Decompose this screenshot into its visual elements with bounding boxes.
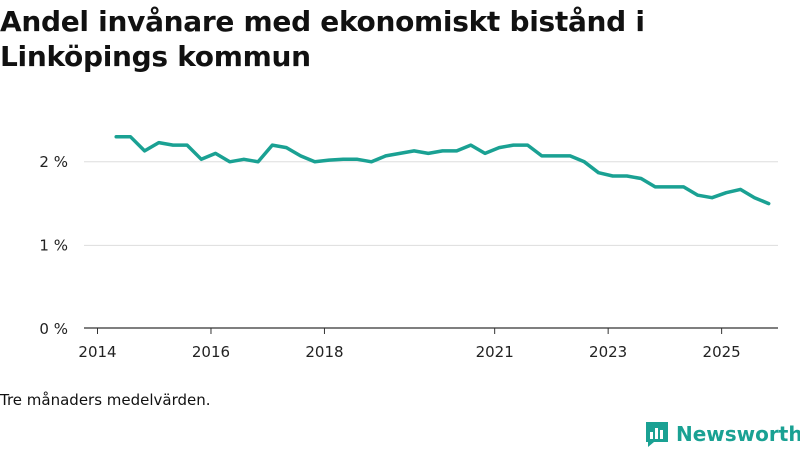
- data-point: [299, 154, 302, 158]
- data-point: [356, 158, 359, 161]
- data-point: [143, 149, 146, 153]
- data-point: [724, 191, 728, 194]
- y-tick-label: 2 %: [39, 153, 68, 171]
- data-point: [384, 154, 387, 158]
- data-point: [455, 149, 458, 153]
- data-point: [554, 154, 558, 158]
- data-point: [427, 152, 430, 155]
- data-point: [739, 188, 742, 191]
- data-point: [483, 152, 487, 155]
- x-tick-label: 2018: [305, 343, 343, 361]
- data-point: [512, 143, 515, 147]
- data-point: [668, 185, 671, 189]
- data-point: [753, 196, 756, 199]
- data-point: [710, 196, 714, 199]
- y-axis: 0 % 1 % 2 %: [39, 153, 68, 338]
- data-point: [611, 174, 614, 178]
- y-tick-label: 1 %: [39, 236, 68, 254]
- data-point: [767, 202, 770, 205]
- data-point: [341, 158, 345, 161]
- x-tick-label: 2025: [703, 343, 741, 361]
- data-point: [115, 135, 118, 138]
- data-point: [185, 143, 189, 147]
- data-point: [625, 174, 629, 178]
- x-tick-label: 2014: [78, 343, 116, 361]
- data-point: [682, 185, 685, 189]
- data-point: [228, 160, 231, 163]
- footnote: Tre månaders medelvärden.: [0, 391, 211, 409]
- data-point: [597, 171, 600, 174]
- data-point: [214, 152, 217, 155]
- data-point: [469, 143, 473, 147]
- series-line-0: [114, 134, 771, 206]
- data-point: [498, 146, 501, 149]
- brand-name: Newsworthy: [676, 422, 800, 446]
- series: [114, 134, 771, 206]
- brand-logo[interactable]: Newsworthy: [644, 420, 800, 448]
- data-point: [412, 149, 416, 153]
- x-axis: 2014 2016 2018 2021 2023 2025: [78, 327, 778, 361]
- data-point: [696, 194, 699, 197]
- data-point: [583, 160, 586, 163]
- data-point: [285, 146, 288, 149]
- chart-title: Andel invånare med ekonomiskt bistånd i …: [0, 5, 645, 73]
- data-point: [129, 135, 132, 138]
- x-tick-label: 2016: [192, 343, 230, 361]
- data-point: [441, 149, 444, 153]
- x-tick-label: 2023: [589, 343, 627, 361]
- data-point: [526, 143, 529, 147]
- data-point: [256, 160, 260, 163]
- data-point: [157, 141, 160, 144]
- data-point: [242, 158, 246, 161]
- data-point: [398, 152, 402, 155]
- data-point: [568, 154, 572, 158]
- gridlines: [84, 161, 778, 246]
- data-point: [313, 160, 317, 163]
- data-point: [639, 177, 643, 180]
- x-tick-label: 2021: [476, 343, 514, 361]
- data-point: [327, 158, 331, 162]
- data-point: [654, 185, 657, 189]
- data-point: [171, 143, 175, 147]
- data-point: [540, 154, 543, 158]
- data-point: [370, 160, 373, 163]
- y-tick-label: 0 %: [39, 320, 68, 338]
- data-point: [200, 158, 203, 161]
- data-point: [271, 143, 274, 147]
- newsworthy-logo-icon: [646, 422, 668, 447]
